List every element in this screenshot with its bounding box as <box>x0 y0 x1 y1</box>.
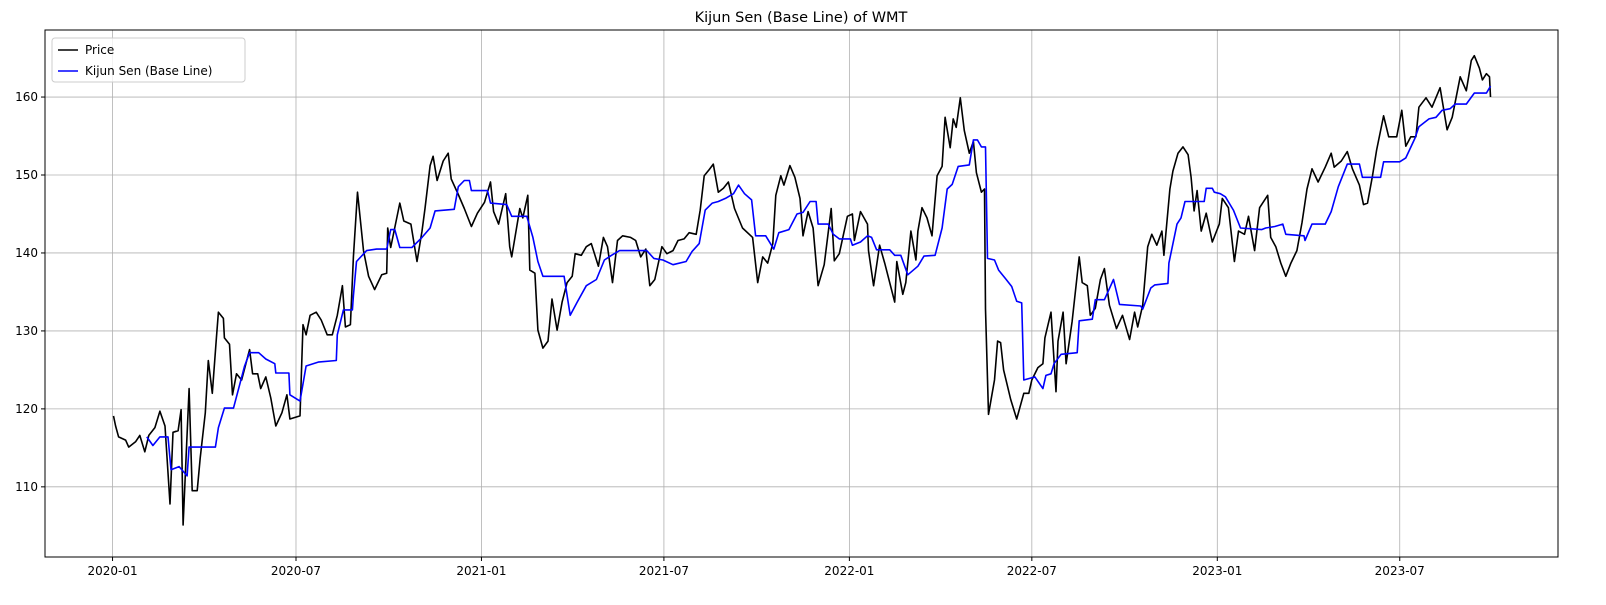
x-tick-label: 2022-01 <box>824 564 874 578</box>
y-tick-label: 160 <box>15 90 38 104</box>
chart-title: Kijun Sen (Base Line) of WMT <box>695 10 908 26</box>
plot-lines <box>112 54 1492 526</box>
x-tick-label: 2020-01 <box>87 564 137 578</box>
kijun-sen-line <box>146 85 1492 477</box>
y-tick-label: 140 <box>15 246 38 260</box>
x-tick-label: 2023-01 <box>1192 564 1242 578</box>
legend-box <box>51 37 246 83</box>
legend-kijun-label: Kijun Sen (Base Line) <box>85 64 212 78</box>
x-tick-label: 2022-07 <box>1007 564 1057 578</box>
x-tick-label: 2021-01 <box>456 564 506 578</box>
y-axis: 110 120 130 140 150 160 <box>15 90 45 494</box>
x-axis: 2020-01 2020-07 2021-01 2021-07 2022-01 2022-… <box>87 557 1425 578</box>
legend: Price Kijun Sen (Base Line) <box>51 37 246 83</box>
legend-price-label: Price <box>85 43 114 57</box>
x-tick-label: 2020-07 <box>271 564 321 578</box>
grid <box>45 30 1558 557</box>
y-tick-label: 110 <box>15 480 38 494</box>
x-tick-label: 2021-07 <box>639 564 689 578</box>
x-tick-label: 2023-07 <box>1375 564 1425 578</box>
price-line <box>112 54 1492 526</box>
y-tick-label: 150 <box>15 168 38 182</box>
y-tick-label: 120 <box>15 402 38 416</box>
y-tick-label: 130 <box>15 324 38 338</box>
axes-frame <box>44 29 1559 558</box>
